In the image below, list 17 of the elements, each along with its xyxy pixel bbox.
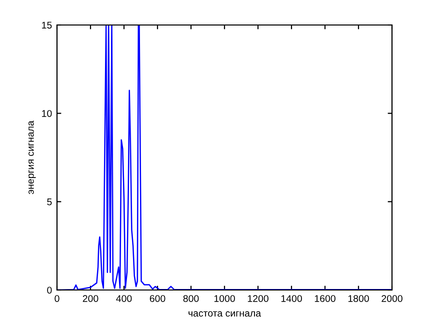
x-tick-label: 1600 <box>314 295 336 302</box>
x-tick-label: 2000 <box>382 295 402 302</box>
y-tick-label: 15 <box>42 22 52 29</box>
x-axis-title: частота сигнала <box>188 311 262 317</box>
x-tick-label: 800 <box>183 295 199 302</box>
y-tick-label: 5 <box>47 198 52 206</box>
x-tick-label: 600 <box>150 295 166 302</box>
x-tick-label: 200 <box>82 295 98 302</box>
x-tick-label: 400 <box>116 295 132 302</box>
x-tick-label: 1000 <box>214 295 235 302</box>
y-tick-label: 10 <box>42 110 52 117</box>
x-tick-label: 0 <box>54 295 60 302</box>
y-tick-label: 0 <box>47 286 52 294</box>
x-tick-label: 1200 <box>248 295 268 302</box>
y-axis-title: энергия сигнала <box>28 120 36 194</box>
x-tick-label: 1400 <box>281 295 302 302</box>
x-tick-label: 1800 <box>348 295 369 302</box>
